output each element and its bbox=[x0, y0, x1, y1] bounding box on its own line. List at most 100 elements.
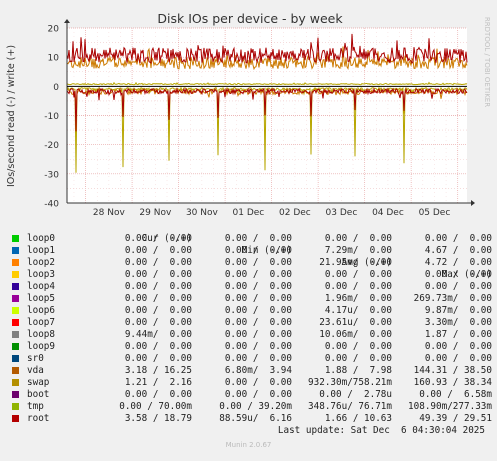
munin-version: Munin 2.0.67 bbox=[225, 441, 272, 449]
legend-avg: 0.00 / 0.00 bbox=[324, 341, 392, 352]
legend-swatch-swap bbox=[12, 379, 19, 386]
legend-avg: 1.66 / 10.63 bbox=[324, 413, 392, 424]
legend-name: tmp bbox=[27, 401, 44, 412]
legend-max: 0.00 / 0.00 bbox=[424, 269, 492, 280]
legend-min: 0.00 / 0.00 bbox=[224, 305, 292, 316]
legend-header-max: Max (-/+) bbox=[441, 269, 492, 280]
legend-min: 0.00 / 0.00 bbox=[224, 293, 292, 304]
legend-cur: 0.00 / 0.00 bbox=[124, 269, 192, 280]
legend-name: loop9 bbox=[27, 341, 55, 352]
legend-name: swap bbox=[27, 377, 50, 388]
legend-row-loop4: loop4 0.00 / 0.00 0.00 / 0.00 0.00 / 0.00 0.… bbox=[12, 281, 492, 293]
legend-name: loop8 bbox=[27, 329, 55, 340]
legend-max: 269.73m/ 0.00 bbox=[413, 293, 492, 304]
legend-min: 0.00 / 0.00 bbox=[224, 257, 292, 268]
legend-max: 4.67 / 0.00 bbox=[424, 245, 492, 256]
chart-svg: 20 10 0 -10 -20 -30 -40 28 Nov 29 Nov 30 Nov 01 De… bbox=[0, 0, 497, 220]
legend-name: loop0 bbox=[27, 233, 55, 244]
legend-row-loop0: loop0 0.00 / 0.00 0.00 / 0.00 0.00 / 0.00 0.… bbox=[12, 233, 492, 245]
legend-name: loop4 bbox=[27, 281, 55, 292]
legend-name: loop7 bbox=[27, 317, 55, 328]
legend-min: 0.00 / 0.00 bbox=[224, 389, 292, 400]
legend-name: root bbox=[27, 413, 50, 424]
legend-row-root: root 3.58 / 18.79 88.59u/ 6.16 1.66 / 10.63… bbox=[12, 413, 492, 425]
legend-cur: 0.00 / 0.00 bbox=[124, 353, 192, 364]
x-tick-label: 28 Nov bbox=[93, 208, 126, 218]
legend-swatch-loop1 bbox=[12, 247, 19, 254]
series-line-read-root bbox=[66, 87, 468, 132]
legend-avg: 21.95m/ 0.00 bbox=[319, 257, 392, 268]
legend-min: 88.59u/ 6.16 bbox=[219, 413, 292, 424]
legend-row-loop7: loop7 0.00 / 0.00 0.00 / 0.00 23.61u/ 0.00 3… bbox=[12, 317, 492, 329]
legend-cur: 0.00 / 0.00 bbox=[124, 245, 192, 256]
legend-swatch-boot bbox=[12, 391, 19, 398]
legend-swatch-loop6 bbox=[12, 307, 19, 314]
legend-min: 0.00 / 0.00 bbox=[224, 317, 292, 328]
legend-max: 0.00 / 0.00 bbox=[424, 281, 492, 292]
legend-min: 0.00 / 0.00 bbox=[224, 245, 292, 256]
legend-row-sr0: sr0 0.00 / 0.00 0.00 / 0.00 0.00 / 0.00 0.00… bbox=[12, 353, 492, 365]
legend-max: 3.30m/ 0.00 bbox=[424, 317, 492, 328]
legend-name: vda bbox=[27, 365, 44, 376]
legend-row-loop9: loop9 0.00 / 0.00 0.00 / 0.00 0.00 / 0.00 0.… bbox=[12, 341, 492, 353]
legend-name: boot bbox=[27, 389, 50, 400]
legend-cur: 0.00 / 0.00 bbox=[124, 317, 192, 328]
legend-min: 0.00 / 39.20m bbox=[219, 401, 292, 412]
series-line-write-vda bbox=[66, 46, 468, 71]
legend-name: loop6 bbox=[27, 305, 55, 316]
legend-name: loop1 bbox=[27, 245, 55, 256]
legend-min: 0.00 / 0.00 bbox=[224, 377, 292, 388]
legend-max: 0.00 / 0.00 bbox=[424, 233, 492, 244]
chart-title: Disk IOs per device - by week bbox=[157, 11, 343, 26]
legend-min: 0.00 / 0.00 bbox=[224, 281, 292, 292]
y-tick-label: -20 bbox=[44, 141, 59, 151]
legend-swatch-loop9 bbox=[12, 343, 19, 350]
legend-avg: 1.96m/ 0.00 bbox=[324, 293, 392, 304]
legend-min: 0.00 / 0.00 bbox=[224, 233, 292, 244]
legend-row-loop1: loop1 0.00 / 0.00 0.00 / 0.00 7.29m/ 0.00 4.… bbox=[12, 245, 492, 257]
legend-max: 144.31 / 38.50 bbox=[413, 365, 492, 376]
x-axis-arrow bbox=[471, 200, 475, 206]
legend-max: 9.87m/ 0.00 bbox=[424, 305, 492, 316]
legend-max: 4.72 / 0.00 bbox=[424, 257, 492, 268]
legend-avg: 10.06m/ 0.00 bbox=[319, 329, 392, 340]
legend-min: 0.00 / 0.00 bbox=[224, 341, 292, 352]
series-line-write-swap bbox=[66, 81, 468, 86]
legend-avg: 23.61u/ 0.00 bbox=[319, 317, 392, 328]
legend-swatch-vda bbox=[12, 367, 19, 374]
legend-max: 49.39 / 29.51 bbox=[419, 413, 492, 424]
legend-name: loop5 bbox=[27, 293, 55, 304]
y-axis-arrow bbox=[64, 19, 70, 23]
y-tick-label: -40 bbox=[44, 200, 59, 210]
legend-avg: 0.00 / 0.00 bbox=[324, 269, 392, 280]
legend-max: 0.00 / 0.00 bbox=[424, 353, 492, 364]
y-tick-label: -30 bbox=[44, 170, 59, 180]
y-tick-label: 10 bbox=[48, 54, 60, 64]
y-tick-label: 20 bbox=[48, 25, 60, 35]
legend-rows: loop0 0.00 / 0.00 0.00 / 0.00 0.00 / 0.00 0.… bbox=[12, 233, 492, 425]
legend-swatch-loop4 bbox=[12, 283, 19, 290]
legend-swatch-tmp bbox=[12, 403, 19, 410]
legend-row-loop3: loop3 0.00 / 0.00 0.00 / 0.00 0.00 / 0.00 0.… bbox=[12, 269, 492, 281]
legend-max: 108.90m/277.33m bbox=[408, 401, 492, 412]
rrdtool-credit: RRDTOOL / TOBI OETIKER bbox=[483, 17, 491, 107]
legend-min: 0.00 / 0.00 bbox=[224, 353, 292, 364]
legend-swatch-loop5 bbox=[12, 295, 19, 302]
legend-row-loop5: loop5 0.00 / 0.00 0.00 / 0.00 1.96m/ 0.00 26… bbox=[12, 293, 492, 305]
legend-cur: 3.18 / 16.25 bbox=[124, 365, 192, 376]
legend-cur: 0.00 / 0.00 bbox=[124, 257, 192, 268]
legend-cur: 1.21 / 2.16 bbox=[124, 377, 192, 388]
legend-min: 6.80m/ 3.94 bbox=[224, 365, 292, 376]
legend-swatch-loop0 bbox=[12, 235, 19, 242]
legend-name: sr0 bbox=[27, 353, 44, 364]
legend-avg: 348.76u/ 76.71m bbox=[308, 401, 392, 412]
legend-cur: 0.00 / 0.00 bbox=[124, 389, 192, 400]
x-tick-label: 05 Dec bbox=[419, 208, 451, 218]
y-axis-label: IOs/second read (-) / write (+) bbox=[6, 45, 17, 187]
legend-cur: 0.00 / 0.00 bbox=[124, 341, 192, 352]
legend-swatch-loop7 bbox=[12, 319, 19, 326]
legend-row-loop6: loop6 0.00 / 0.00 0.00 / 0.00 4.17u/ 0.00 9.… bbox=[12, 305, 492, 317]
legend-header-avg: Avg (-/+) bbox=[341, 257, 392, 268]
legend-cur: 9.44m/ 0.00 bbox=[124, 329, 192, 340]
legend-swatch-sr0 bbox=[12, 355, 19, 362]
